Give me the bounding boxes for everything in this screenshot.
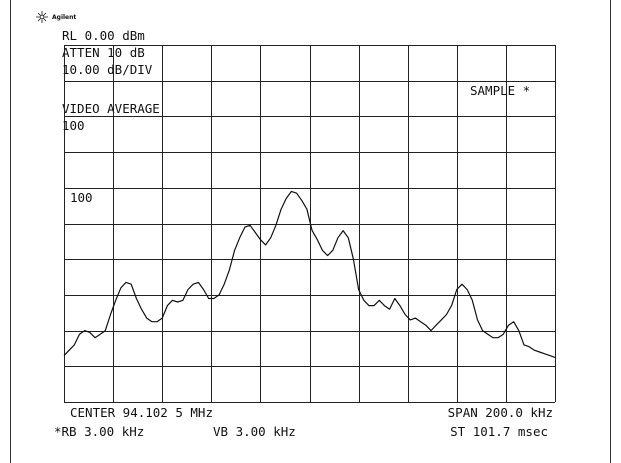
annotation: 10.00 dB/DIV [62,62,153,77]
annotation: VIDEO AVERAGE [62,101,160,116]
annotation: ATTEN 10 dB [62,45,145,60]
annotation: SPAN 200.0 kHz [448,405,553,420]
annotation: 100 [62,118,85,133]
brand: Agilent [52,14,76,21]
annotation: CENTER 94.102 5 MHz [70,405,213,420]
annotation: ST 101.7 msec [450,424,548,439]
brand-logo [36,11,48,23]
annotation: 100 [70,190,93,205]
annotation: RL 0.00 dBm [62,28,145,43]
trace [63,190,556,358]
annotation: VB 3.00 kHz [213,424,296,439]
annotation: SAMPLE * [470,83,530,98]
plot-area [63,45,556,403]
annotation: *RB 3.00 kHz [54,424,144,439]
